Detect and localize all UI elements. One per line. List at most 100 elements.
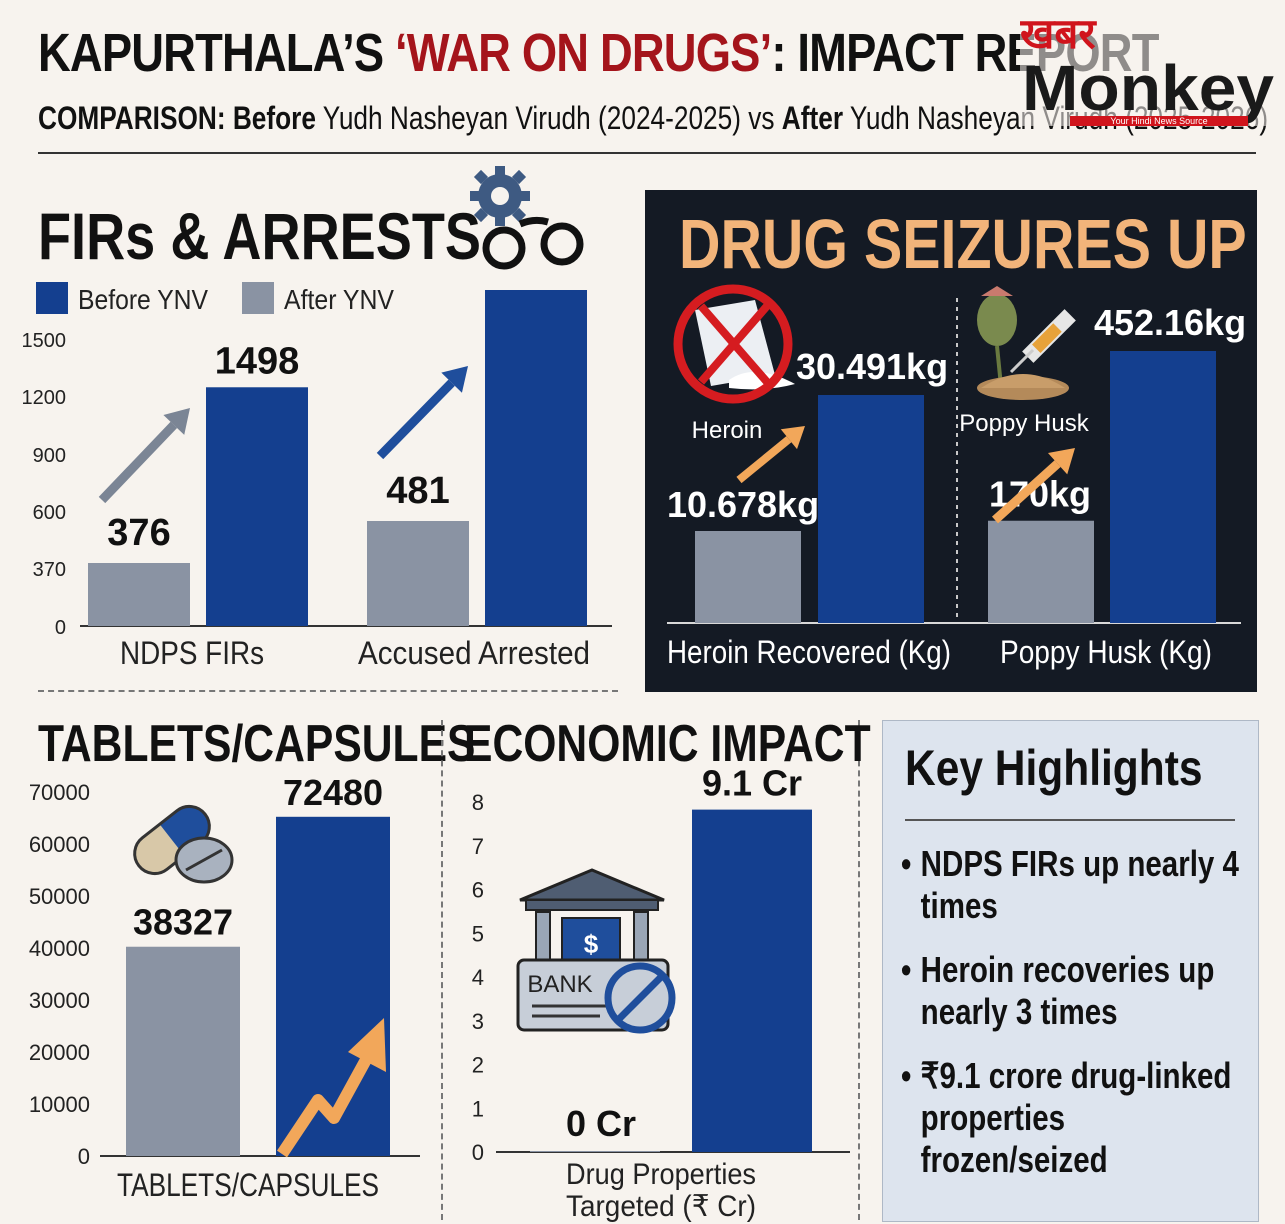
- trend-arrow-icon: [98, 408, 190, 504]
- bar-after: [485, 290, 587, 626]
- y-tick-label: 8: [472, 790, 484, 815]
- pill-capsule-icon: [133, 804, 234, 884]
- y-tick-label: 10000: [29, 1092, 90, 1117]
- highlights-title: Key Highlights: [905, 740, 1203, 796]
- tablets-chart: 0 10000 20000 30000 40000 50000 60000 70000 3832…: [29, 772, 420, 1203]
- bar-before: [988, 520, 1094, 623]
- page-subtitle: COMPARISON: Before Yudh Nasheyan Virudh …: [38, 100, 1268, 137]
- x-category-label: Accused Arrested: [358, 635, 590, 671]
- section-divider: [38, 690, 618, 692]
- subtitle-before: Before: [232, 100, 316, 136]
- seizures-section-title: DRUG SEIZURES UP: [679, 205, 1247, 283]
- bank-label: BANK: [527, 971, 592, 998]
- heroin-banned-icon: [673, 284, 795, 404]
- highlight-text: NDPS FIRs up nearly 4 times: [920, 843, 1239, 926]
- title-part-2: ‘WAR ON DRUGS’: [395, 23, 772, 83]
- bank-frozen-icon: $ BANK: [516, 868, 676, 1034]
- trend-arrow-icon: [376, 366, 468, 460]
- heroin-icon-label: Heroin: [692, 417, 763, 444]
- subtitle-after: After: [781, 100, 844, 136]
- economic-chart: $ BANK 0 1 2 3 4 5 6 7 8 0 Cr 9.1 Cr Drug Propertie…: [472, 770, 850, 1223]
- logo-tagline: Your Hindi News Source: [1110, 116, 1207, 126]
- highlights-divider: [905, 819, 1235, 821]
- handcuffs-icon: [482, 216, 584, 270]
- x-category-label: NDPS FIRs: [120, 635, 264, 671]
- dollar-icon: $: [584, 929, 599, 959]
- y-tick-label: 1500: [22, 330, 67, 352]
- highlight-text: ₹9.1 crore drug-linked properties frozen…: [920, 1055, 1232, 1180]
- data-label-before: 0 Cr: [566, 1103, 636, 1144]
- data-label-before: 376: [107, 512, 170, 554]
- bar-before: [88, 563, 190, 626]
- firs-legend: Before YNV After YNV: [36, 282, 394, 315]
- data-label-after: 452.16kg: [1094, 302, 1246, 343]
- drug-seizures-chart: Heroin Poppy Husk 10.678kg 30.491kg Heroin…: [667, 284, 1246, 670]
- poppy-syringe-icon: [977, 286, 1076, 400]
- y-tick-label: 70000: [29, 780, 90, 805]
- economic-section-title: ECONOMIC IMPACT: [464, 715, 871, 773]
- firs-section-title: FIRs & ARRESTS: [38, 199, 482, 273]
- bar-after: [692, 809, 812, 1152]
- trend-arrow-icon: [991, 448, 1075, 524]
- x-category-label: Targeted (₹ Cr): [566, 1190, 756, 1223]
- logo-word: Monkey: [1022, 52, 1274, 124]
- y-tick-label: 370: [33, 559, 66, 581]
- header-divider: [38, 152, 1256, 154]
- y-tick-label: 50000: [29, 884, 90, 909]
- data-label-after: 9.1 Cr: [702, 770, 802, 804]
- y-tick-label: 1200: [22, 387, 67, 409]
- legend-label-after: After YNV: [284, 284, 394, 315]
- bar-before: [530, 1151, 660, 1152]
- y-tick-label: 7: [472, 834, 484, 859]
- data-label-after: 1498: [215, 340, 300, 382]
- y-tick-label: 30000: [29, 988, 90, 1013]
- poppy-icon-label: Poppy Husk: [959, 410, 1089, 437]
- bar-after: [206, 387, 308, 626]
- title-part-1: KAPURTHALA’S: [38, 23, 396, 83]
- x-category-label: TABLETS/CAPSULES: [117, 1167, 379, 1203]
- gear-handcuffs-icon: [470, 166, 584, 270]
- trend-arrow-icon: [736, 426, 805, 484]
- data-label-before: 10.678kg: [667, 484, 819, 525]
- y-tick-label: 20000: [29, 1040, 90, 1065]
- data-label-after: 30.491kg: [796, 346, 948, 387]
- subtitle-mid: Yudh Nasheyan Virudh (2024-2025) vs: [315, 100, 782, 136]
- highlight-text: Heroin recoveries up nearly 3 times: [920, 949, 1215, 1032]
- y-tick-label: 4: [472, 965, 484, 990]
- drug-seizures-panel: DRUG SEIZURES UP Heroin Poppy Husk 10.67…: [645, 190, 1257, 692]
- gear-icon: [470, 166, 530, 226]
- logo-hindi-text: खबर: [1020, 10, 1097, 57]
- y-tick-label: 0: [55, 617, 66, 639]
- y-tick-label: 40000: [29, 936, 90, 961]
- brand-logo: खबर Monkey Your Hindi News Source: [1020, 6, 1278, 126]
- bar-after: [818, 395, 924, 623]
- y-tick-label: 600: [33, 502, 66, 524]
- y-tick-label: 0: [78, 1144, 90, 1169]
- data-label-after: 72480: [283, 772, 383, 813]
- y-tick-label: 3: [472, 1009, 484, 1034]
- y-tick-label: 900: [33, 445, 66, 467]
- y-tick-label: 60000: [29, 832, 90, 857]
- bar-before: [695, 531, 801, 623]
- section-divider-v2: [858, 720, 860, 1220]
- legend-swatch-after: [242, 282, 274, 314]
- section-divider-v1: [441, 720, 443, 1220]
- tablets-section-title: TABLETS/CAPSULES: [38, 715, 476, 773]
- bar-before: [367, 521, 469, 626]
- data-label-before: 38327: [133, 902, 233, 943]
- zigzag-arrow-icon: [277, 1018, 386, 1158]
- data-label-before: 481: [386, 470, 449, 512]
- y-tick-label: 6: [472, 878, 484, 903]
- y-tick-label: 0: [472, 1140, 484, 1165]
- subtitle-comparison: COMPARISON:: [38, 100, 226, 136]
- bar-after: [1110, 351, 1216, 623]
- y-tick-label: 1: [472, 1096, 484, 1121]
- bar-after: [276, 816, 390, 1156]
- x-category-label: Poppy Husk (Kg): [1000, 634, 1212, 670]
- page-title: KAPURTHALA’S ‘WAR ON DRUGS’: IMPACT REPO…: [38, 22, 1159, 84]
- legend-swatch-before: [36, 282, 68, 314]
- y-tick-label: 2: [472, 1053, 484, 1078]
- key-highlights-panel: Key Highlights • NDPS FIRs up nearly 4 ti…: [882, 720, 1259, 1222]
- x-category-label: Drug Properties: [566, 1158, 756, 1191]
